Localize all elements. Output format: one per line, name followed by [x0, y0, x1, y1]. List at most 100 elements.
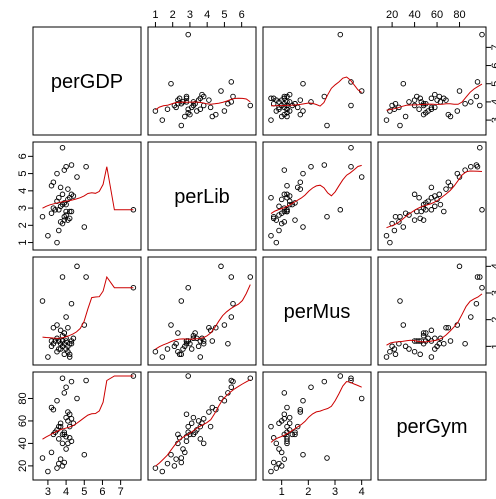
data-point — [197, 436, 204, 442]
y-tick-label-perLib: 2 — [17, 222, 29, 228]
data-point — [324, 213, 330, 220]
data-point — [337, 373, 344, 379]
panel-perGym-vs-perGym: perGym — [377, 371, 487, 481]
data-point — [247, 375, 254, 381]
data-point — [206, 97, 212, 103]
data-point — [286, 91, 293, 98]
data-point — [308, 384, 314, 390]
y-tick-label-perGDP: 3 — [490, 117, 496, 123]
data-point — [281, 167, 288, 173]
data-point — [63, 414, 69, 421]
data-point — [270, 213, 277, 220]
data-point — [387, 348, 393, 355]
data-point — [443, 324, 449, 331]
data-point — [209, 113, 216, 120]
data-point — [59, 191, 66, 198]
data-point — [188, 346, 195, 352]
data-point — [286, 420, 293, 426]
x-tick-label-perGDP: 7 — [118, 486, 124, 498]
data-point — [400, 224, 407, 230]
data-point — [273, 440, 280, 447]
data-point — [57, 456, 64, 462]
data-point — [68, 208, 75, 215]
x-tick-label-perLib: 6 — [239, 9, 245, 21]
data-point — [276, 227, 282, 234]
data-point — [428, 327, 435, 334]
x-tick-label-perMus: 1 — [279, 486, 285, 498]
data-point — [56, 346, 62, 352]
data-point — [337, 31, 344, 38]
data-point — [281, 100, 288, 107]
data-point — [200, 415, 207, 422]
data-point — [207, 104, 214, 111]
data-point — [436, 191, 443, 198]
data-point — [432, 203, 438, 210]
data-point — [175, 100, 181, 107]
data-point — [294, 184, 301, 191]
data-point — [57, 346, 64, 352]
data-point — [278, 196, 285, 203]
panel-frame — [147, 141, 257, 251]
data-point — [182, 113, 188, 120]
panel-perLib-vs-perGDP — [32, 141, 142, 251]
data-point — [411, 348, 418, 355]
data-point — [268, 194, 274, 201]
data-point — [59, 440, 66, 447]
data-point — [159, 354, 166, 360]
panel-perGym-vs-perGDP — [32, 371, 142, 481]
data-point — [278, 220, 285, 227]
data-point — [200, 440, 207, 447]
data-point — [300, 170, 306, 177]
data-point — [61, 459, 68, 466]
x-tick-label-perGym: 60 — [431, 9, 443, 21]
data-point — [207, 423, 214, 430]
data-point — [81, 224, 88, 230]
data-point — [358, 174, 365, 180]
data-point — [183, 93, 190, 100]
y-tick-label-perGDP: 7 — [490, 44, 496, 50]
data-point — [392, 100, 399, 107]
data-point — [383, 117, 390, 123]
data-point — [168, 80, 174, 87]
data-point — [52, 207, 58, 213]
data-point — [48, 210, 55, 216]
data-point — [281, 93, 288, 100]
data-point — [182, 449, 188, 456]
data-point — [61, 330, 68, 336]
data-point — [396, 219, 402, 225]
panel-frame — [377, 141, 487, 251]
data-point — [61, 217, 68, 223]
data-point — [411, 102, 418, 109]
y-tick-label-perGDP: 4 — [490, 99, 496, 105]
data-point — [284, 208, 290, 215]
data-point — [300, 451, 306, 458]
y-tick-label-perMus: 4 — [490, 263, 496, 269]
x-tick-label-perGym: 40 — [408, 9, 420, 21]
data-point — [74, 395, 80, 402]
panel-frame — [262, 141, 372, 251]
data-point — [68, 162, 75, 168]
data-point — [284, 440, 290, 447]
data-point — [445, 324, 452, 331]
data-point — [300, 108, 306, 114]
data-point — [428, 207, 435, 213]
data-point — [65, 324, 71, 331]
data-point — [178, 455, 185, 461]
x-tick-label-perGym: 80 — [453, 9, 465, 21]
data-point — [54, 322, 60, 328]
data-point — [39, 455, 46, 461]
data-point — [292, 217, 298, 223]
panel-frame — [32, 141, 142, 251]
data-point — [183, 340, 190, 347]
data-point — [190, 335, 197, 342]
data-point — [183, 411, 190, 417]
panel-frame — [32, 256, 142, 366]
panel-perLib-vs-perMus — [262, 141, 372, 251]
panel-perMus-vs-perLib — [147, 256, 257, 366]
data-point — [209, 338, 216, 344]
data-point — [437, 335, 444, 342]
data-point — [284, 191, 290, 198]
data-point — [152, 348, 159, 355]
data-point — [57, 420, 64, 426]
data-point — [292, 429, 298, 435]
